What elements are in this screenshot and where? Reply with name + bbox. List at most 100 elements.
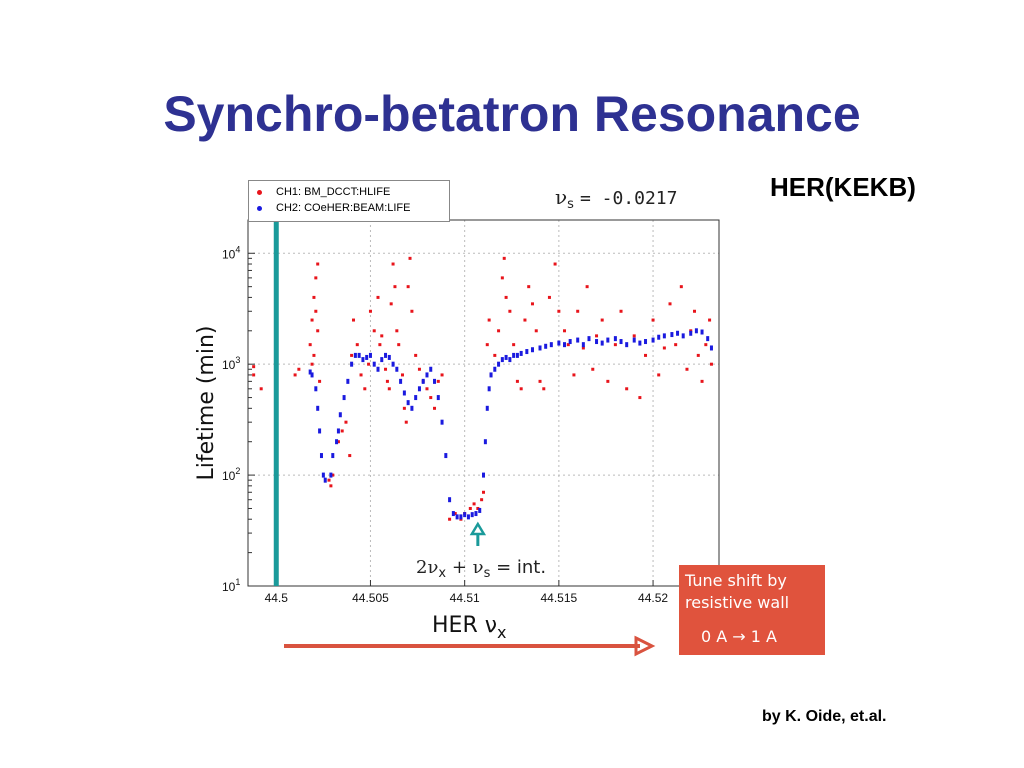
ch1-point: [367, 362, 371, 366]
ch1-point: [497, 329, 501, 333]
note-line-2: resistive wall: [685, 593, 790, 612]
ch1-point: [519, 387, 523, 391]
ch1-point: [547, 295, 551, 299]
ch1-point: [632, 334, 636, 338]
ch2-point: [429, 366, 433, 372]
legend-label-ch1: CH1: BM_DCCT:HLIFE: [276, 186, 391, 198]
ch1-point: [523, 318, 527, 322]
note-line-1: Tune shift by: [685, 571, 787, 590]
ch1-point: [674, 343, 678, 347]
ch1-point: [500, 276, 504, 280]
ch2-point: [399, 378, 403, 384]
ch1-point: [557, 309, 561, 313]
ch2-point: [681, 333, 685, 339]
ch1-point: [480, 498, 484, 502]
ch2-point: [489, 372, 493, 378]
ch1-point: [662, 346, 666, 350]
ch2-point: [482, 472, 485, 478]
ch2-point: [410, 405, 414, 411]
ch2-point: [448, 497, 452, 503]
ch1-point: [515, 379, 519, 383]
ch1-point: [348, 454, 352, 458]
ch2-point: [316, 405, 320, 411]
ch2-point: [530, 347, 534, 353]
x-tick-label: 44.515: [541, 591, 578, 605]
ch2-point: [372, 361, 376, 367]
ch1-point: [553, 262, 557, 266]
ch1-point: [493, 353, 497, 357]
ch1-point: [534, 329, 538, 333]
ch2-point: [387, 354, 391, 360]
ch2-point: [329, 472, 333, 478]
ch2-point: [706, 336, 710, 342]
ch1-point: [410, 309, 414, 313]
ch1-point: [293, 373, 297, 377]
ch1-point: [350, 353, 354, 357]
ch1-point: [316, 262, 320, 266]
ch2-point: [421, 378, 425, 384]
ch2-point: [402, 390, 406, 396]
ch1-point: [668, 302, 672, 306]
ch1-point: [414, 353, 418, 357]
ch2-point: [365, 354, 369, 360]
ch2-point: [638, 340, 642, 346]
x-tick-label: 44.51: [450, 591, 480, 605]
ch2-point: [487, 386, 491, 392]
ch1-point: [259, 387, 263, 391]
x-axis-label: HER νx: [432, 613, 506, 642]
ch1-point: [314, 309, 318, 313]
ch2-point: [335, 439, 339, 445]
ch2-point: [613, 336, 617, 342]
ch1-point: [380, 334, 384, 338]
ch1-point: [709, 362, 713, 366]
ch1-point: [252, 373, 256, 377]
ch1-point: [595, 334, 599, 338]
y-tick-label: 104: [222, 244, 240, 261]
ch2-point: [538, 345, 542, 351]
ch2-point: [323, 477, 327, 483]
ch1-point: [318, 379, 322, 383]
x-tick-label: 44.5: [265, 591, 289, 605]
ch1-point: [600, 318, 604, 322]
ch1-point: [316, 329, 320, 333]
ch2-point: [632, 337, 636, 343]
ch1-point: [297, 367, 301, 371]
chart-legend: CH1: BM_DCCT:HLIFE CH2: COeHER:BEAM:LIFE: [248, 180, 450, 222]
ch1-point: [336, 440, 340, 444]
ch2-point: [651, 337, 655, 343]
ch2-point: [395, 366, 399, 372]
ch2-point: [662, 333, 666, 339]
ch1-point: [538, 379, 542, 383]
ch1-point: [368, 309, 372, 313]
ch2-point: [433, 378, 437, 384]
ch2-point: [459, 514, 463, 520]
ch2-point: [508, 357, 512, 363]
ch1-point: [355, 343, 359, 347]
ch2-point: [644, 339, 648, 345]
ch1-point: [406, 285, 410, 289]
ch1-point: [329, 484, 333, 488]
y-tick-label: 103: [222, 355, 240, 372]
ch2-point: [581, 342, 585, 348]
ch2-point: [709, 345, 713, 351]
ch1-point: [417, 367, 421, 371]
ch2-point: [440, 419, 444, 425]
ch2-point: [314, 386, 318, 392]
ch1-point: [512, 343, 516, 347]
ch1-point: [378, 343, 382, 347]
ch1-point: [384, 367, 388, 371]
ch1-point: [679, 285, 683, 289]
ch2-point: [625, 342, 629, 348]
ch1-point: [613, 343, 617, 347]
ch1-point: [485, 343, 489, 347]
ch2-point: [563, 342, 567, 348]
note-line-3: 0 A → 1 A: [701, 627, 777, 646]
ch2-point: [346, 378, 350, 384]
ch1-point: [581, 346, 585, 350]
ch1-point: [372, 329, 376, 333]
ch1-point: [340, 429, 344, 433]
ch1-point: [476, 506, 480, 510]
ch2-point: [414, 395, 418, 401]
ch2-point: [519, 350, 523, 356]
